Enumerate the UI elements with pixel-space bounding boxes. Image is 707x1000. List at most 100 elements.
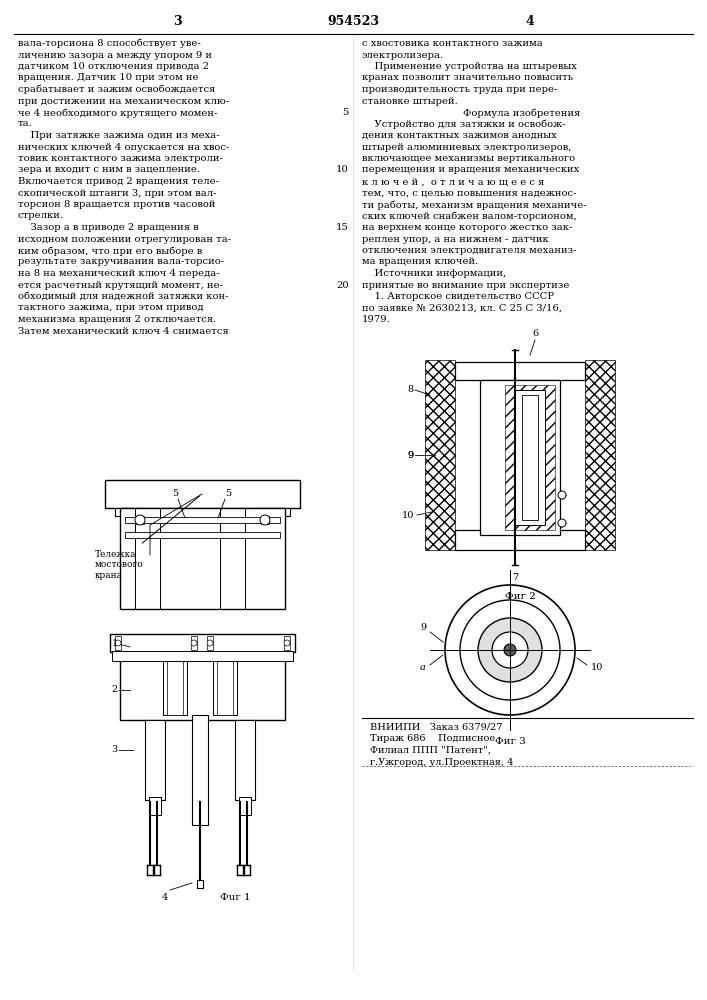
- Text: 1979.: 1979.: [362, 315, 391, 324]
- Text: Тираж 686    Подписное: Тираж 686 Подписное: [370, 734, 495, 743]
- Text: кранах позволит значительно повысить: кранах позволит значительно повысить: [362, 74, 573, 83]
- Text: товик контактного зажима электроли-: товик контактного зажима электроли-: [18, 154, 223, 163]
- Circle shape: [284, 640, 290, 646]
- Bar: [191, 636, 197, 650]
- Text: производительность труда при пере-: производительность труда при пере-: [362, 85, 557, 94]
- Bar: [284, 636, 290, 650]
- Bar: [480, 380, 560, 535]
- Text: та.: та.: [18, 119, 33, 128]
- Bar: [260, 508, 290, 516]
- Text: Формула изобретения: Формула изобретения: [463, 108, 580, 117]
- Bar: [217, 660, 233, 715]
- Bar: [120, 508, 285, 609]
- Circle shape: [558, 491, 566, 499]
- Text: 8: 8: [407, 385, 413, 394]
- Bar: [455, 362, 585, 380]
- Bar: [145, 720, 165, 800]
- Text: принятые во внимание при экспертизе: принятые во внимание при экспертизе: [362, 280, 569, 290]
- Bar: [455, 530, 585, 550]
- Text: на 8 на механический ключ 4 переда-: на 8 на механический ключ 4 переда-: [18, 269, 220, 278]
- Text: 20: 20: [337, 280, 349, 290]
- Text: 9: 9: [420, 624, 426, 633]
- Circle shape: [135, 515, 145, 525]
- Text: 6: 6: [532, 329, 538, 338]
- Circle shape: [207, 640, 213, 646]
- Bar: [136, 516, 144, 524]
- Text: 954523: 954523: [327, 15, 379, 28]
- Text: ВНИИПИ   Заказ 6379/27: ВНИИПИ Заказ 6379/27: [370, 722, 503, 731]
- Text: Тележка
мостового
крана: Тележка мостового крана: [95, 550, 144, 580]
- Text: исходном положении отрегулирован та-: исходном положении отрегулирован та-: [18, 234, 231, 243]
- Text: ских ключей снабжен валом-торсионом,: ских ключей снабжен валом-торсионом,: [362, 212, 577, 221]
- Bar: [261, 516, 269, 524]
- Text: 4: 4: [525, 15, 534, 28]
- Text: 3: 3: [173, 15, 181, 28]
- Bar: [239, 797, 251, 815]
- Text: 9: 9: [407, 450, 413, 460]
- Text: ма вращения ключей.: ма вращения ключей.: [362, 257, 478, 266]
- Text: Устройство для затяжки и освобож-: Устройство для затяжки и освобож-: [362, 119, 566, 129]
- Bar: [105, 480, 300, 508]
- Text: Применение устройства на штыревых: Применение устройства на штыревых: [362, 62, 577, 71]
- Bar: [505, 385, 555, 530]
- Text: 9: 9: [407, 450, 413, 460]
- Bar: [207, 636, 213, 650]
- Bar: [425, 360, 455, 550]
- Text: 10: 10: [336, 165, 349, 174]
- Bar: [110, 634, 295, 652]
- Bar: [167, 660, 183, 715]
- Text: 5: 5: [172, 489, 178, 498]
- Text: дения контактных зажимов анодных: дения контактных зажимов анодных: [362, 131, 556, 140]
- Text: a: a: [420, 664, 426, 672]
- Circle shape: [492, 632, 528, 668]
- Text: личению зазора а между упором 9 и: личению зазора а между упором 9 и: [18, 50, 212, 60]
- Text: 5: 5: [343, 108, 349, 117]
- Text: Фuг 1: Фuг 1: [220, 893, 250, 902]
- Text: стрелки.: стрелки.: [18, 212, 64, 221]
- Text: че 4 необходимого крутящего момен-: че 4 необходимого крутящего момен-: [18, 108, 217, 117]
- Text: 2: 2: [112, 686, 118, 694]
- Text: тем, что, с целью повышения надежнос-: тем, что, с целью повышения надежнос-: [362, 188, 576, 198]
- Text: Источники информации,: Источники информации,: [362, 269, 506, 278]
- Circle shape: [504, 644, 516, 656]
- Bar: [235, 720, 255, 800]
- Bar: [522, 395, 538, 520]
- Text: обходимый для надежной затяжки кон-: обходимый для надежной затяжки кон-: [18, 292, 228, 301]
- Text: результате закручивания вала-торсио-: результате закручивания вала-торсио-: [18, 257, 224, 266]
- Text: ти работы, механизм вращения механиче-: ти работы, механизм вращения механиче-: [362, 200, 587, 210]
- Text: включающее механизмы вертикального: включающее механизмы вертикального: [362, 154, 575, 163]
- Text: перемещения и вращения механических: перемещения и вращения механических: [362, 165, 579, 174]
- Text: вращения. Датчик 10 при этом не: вращения. Датчик 10 при этом не: [18, 74, 199, 83]
- Text: к л ю ч е й ,  о т л и ч а ю щ е е с я: к л ю ч е й , о т л и ч а ю щ е е с я: [362, 177, 544, 186]
- Text: с хвостовика контактного зажима: с хвостовика контактного зажима: [362, 39, 543, 48]
- Text: тактного зажима, при этом привод: тактного зажима, при этом привод: [18, 304, 204, 312]
- Text: 7: 7: [512, 574, 518, 582]
- Text: Фиг 2: Фиг 2: [505, 592, 535, 601]
- Text: вала-торсиона 8 способствует уве-: вала-торсиона 8 способствует уве-: [18, 39, 201, 48]
- Text: 5: 5: [225, 489, 231, 498]
- Text: При затяжке зажима один из меха-: При затяжке зажима один из меха-: [18, 131, 220, 140]
- Text: срабатывает и зажим освобождается: срабатывает и зажим освобождается: [18, 85, 216, 95]
- Text: электролизера.: электролизера.: [362, 50, 444, 60]
- Bar: [163, 660, 187, 715]
- Text: ким образом, что при его выборе в: ким образом, что при его выборе в: [18, 246, 202, 255]
- Circle shape: [445, 585, 575, 715]
- Bar: [515, 390, 545, 525]
- Text: скопической штанги 3, при этом вал-: скопической штанги 3, при этом вал-: [18, 188, 216, 198]
- Text: ется расчетный крутящий момент, не-: ется расчетный крутящий момент, не-: [18, 280, 223, 290]
- Bar: [125, 532, 280, 538]
- Text: г.Ужгород, ул.Проектная, 4: г.Ужгород, ул.Проектная, 4: [370, 758, 513, 767]
- Text: на верхнем конце которого жестко зак-: на верхнем конце которого жестко зак-: [362, 223, 573, 232]
- Text: реплен упор, а на нижнем - датчик: реплен упор, а на нижнем - датчик: [362, 234, 549, 243]
- Text: 3: 3: [112, 746, 118, 754]
- Circle shape: [260, 515, 270, 525]
- Bar: [115, 508, 145, 516]
- Text: 1. Авторское свидетельство СССР: 1. Авторское свидетельство СССР: [362, 292, 554, 301]
- Text: по заявке № 2630213, кл. С 25 С 3/16,: по заявке № 2630213, кл. С 25 С 3/16,: [362, 304, 562, 312]
- Circle shape: [115, 640, 121, 646]
- Circle shape: [460, 600, 560, 700]
- Text: 1: 1: [112, 640, 118, 648]
- Text: торсион 8 вращается против часовой: торсион 8 вращается против часовой: [18, 200, 216, 209]
- Text: 4: 4: [162, 893, 168, 902]
- Circle shape: [191, 640, 197, 646]
